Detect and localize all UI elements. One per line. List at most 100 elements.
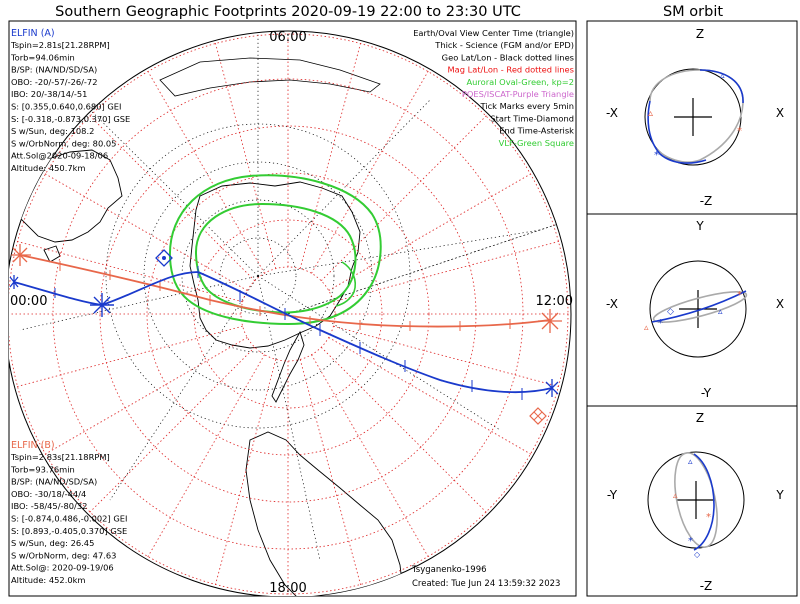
sm-panel-1-bottom-axis: -Z (700, 194, 713, 208)
sm-panel-3-b-triangle: ▵ (673, 491, 678, 501)
elfin-b-info-line: OBO: -30/18/-44/4 (11, 489, 86, 499)
sm-panel-2-b-end: * (737, 290, 742, 301)
sm-panel-1-right-axis: X (776, 106, 784, 120)
legend-item: Tick Marks every 5min (479, 101, 574, 111)
elfin-b-info-line: B/SP: (NA/ND/SD/SA) (11, 477, 97, 487)
sm-panel-2-orbit-b (652, 291, 748, 323)
elfin-a-end-asterisk (545, 379, 559, 397)
africa-coast (559, 139, 571, 241)
elfin-a-info: ELFIN (A) Tspin=2.81s[21.28RPM] Torb=94.0… (10, 28, 130, 173)
mag-grid-spoke (146, 354, 265, 560)
indian-ocean-land-coast (159, 57, 381, 97)
mag-grid-spoke (311, 354, 430, 560)
mag-grid-spoke (42, 337, 248, 456)
sm-panel-2-a-start: * (658, 318, 663, 329)
mag-grid-spoke (299, 40, 362, 269)
sm-panel-3: Z -Z -Y Y ▵ * ◇ ▵ * (586, 405, 798, 597)
sm-panel-3-right-axis: Y (775, 488, 784, 502)
mag-grid-spoke (328, 172, 534, 291)
sm-panel-1-a-end: * (654, 150, 659, 161)
sm-panel-3-orbit-a (693, 453, 715, 551)
elfin-b-info-line: IBO: -58/45/-80/32 (11, 501, 87, 511)
sm-panel-3-orbit-b (674, 452, 718, 548)
legend-item: Auroral Oval-Green, kp=2 (466, 77, 574, 87)
elfin-b-info-line: Torb=93.76min (10, 464, 75, 474)
antarctic-peninsula-coast (271, 330, 305, 403)
sm-panel-2: Y -Y -X X * ◇ ▵ ▵ * (586, 213, 798, 407)
mag-grid-spoke (87, 346, 256, 515)
elfin-b-info-line: Att.Sol@: 2020-09-19/06 (11, 563, 114, 573)
elfin-b-name: ELFIN (B) (11, 440, 55, 451)
map-panel: 06:00 00:00 12:00 18:00 ELFIN (A) Tspin=… (9, 28, 574, 596)
legend-item: VLF-Green Square (499, 138, 574, 148)
sm-panel-2-bottom-axis: -Y (701, 386, 712, 400)
elfin-b-footprint (9, 244, 562, 425)
mag-grid-spoke (214, 359, 277, 588)
model-label: Tsyganenko-1996 (411, 565, 487, 575)
sm-panel-1-left-axis: -X (606, 106, 618, 120)
legend: Earth/Oval View Center Time (triangle) Th… (413, 28, 574, 148)
elfin-a-info-line: S w/OrbNorm, deg: 80.05 (11, 138, 116, 148)
auroral-oval-pole (335, 261, 357, 307)
sm-panel-2-right-axis: X (776, 297, 784, 311)
time-label-left: 00:00 (10, 294, 47, 309)
elfin-b-info-line: S w/OrbNorm, deg: 47.63 (11, 550, 116, 560)
elfin-a-info-line: Torb=94.06min (10, 52, 75, 62)
elfin-b-start-asterisk (9, 244, 31, 266)
time-label-bottom: 18:00 (269, 581, 306, 596)
legend-item: End Time-Asterisk (499, 126, 574, 136)
sm-panel-3-bottom-axis: -Z (700, 579, 713, 593)
sm-title: SM orbit (663, 4, 723, 20)
sm-panel-2-top-axis: Y (695, 219, 704, 233)
sm-panel-1-top-axis: Z (696, 27, 704, 41)
mag-grid-spoke (320, 113, 489, 282)
elfin-b-info-line: Altitude: 452.0km (11, 575, 86, 585)
mag-grid-spoke (333, 325, 562, 388)
elfin-a-info-line: B/SP: (NA/ND/SD/SA) (11, 65, 97, 75)
auroral-oval-outer (168, 174, 382, 326)
mag-grid-spoke (311, 68, 430, 274)
elfin-b-end-asterisk (538, 309, 562, 333)
sm-panel-3-left-axis: -Y (607, 488, 618, 502)
elfin-a-info-line: Altitude: 450.7km (11, 163, 86, 173)
figure-title: Southern Geographic Footprints 2020-09-1… (55, 4, 521, 20)
elfin-b-info-line: Tspin=2.83s[21.18RPM] (10, 452, 110, 462)
mag-grid-spoke (214, 40, 277, 269)
mag-grid-spoke (14, 240, 243, 303)
sun-direction-line (287, 217, 571, 315)
legend-item: Mag Lat/Lon - Red dotted lines (447, 65, 574, 75)
legend-item: Earth/Oval View Center Time (triangle) (413, 28, 574, 38)
sm-panel-1-orbit-a (647, 69, 744, 164)
time-label-right: 12:00 (536, 294, 573, 309)
elfin-a-view-diamond (155, 249, 173, 267)
legend-item: POES/ISCAT-Purple Triangle (462, 89, 574, 99)
sm-panel-1-b-marker: ▵ (648, 108, 653, 119)
elfin-b-ticks (59, 261, 511, 331)
mag-grid (9, 31, 571, 596)
elfin-a-info-line: OBO: -20/-57/-26/-72 (11, 77, 98, 87)
time-label-top: 06:00 (269, 30, 306, 45)
legend-item: Thick - Science (FGM and/or EPD) (434, 40, 574, 50)
created-label: Created: Tue Jun 24 13:59:32 2023 (412, 579, 560, 589)
elfin-a-left-asterisk (9, 275, 19, 289)
elfin-a-start-asterisk (90, 293, 114, 317)
elfin-a-ticks (54, 266, 523, 400)
elfin-b-track (19, 254, 551, 328)
land-masses (9, 57, 571, 596)
sm-panel-3-a-triangle: ▵ (688, 457, 693, 467)
sm-panel-2-a-triangle: ▵ (718, 307, 723, 317)
legend-item: Geo Lat/Lon - Black dotted lines (442, 52, 574, 62)
elfin-a-info-line: IBO: 20/-38/14/-51 (11, 89, 87, 99)
sm-panel-1: Z -Z -X X ▵ * ▵ * (586, 20, 798, 215)
elfin-a-info-line: S w/Sun, deg: 108.2 (11, 126, 94, 136)
sm-panel-3-b-end: * (706, 512, 711, 523)
elfin-a-info-line: Tspin=2.81s[21.28RPM] (10, 40, 110, 50)
elfin-b-view-diamond (529, 407, 547, 425)
mag-grid-spoke (333, 240, 562, 303)
mag-grid-spoke (320, 346, 489, 515)
mag-grid-spoke (14, 325, 243, 388)
mag-grid-spoke (299, 359, 362, 588)
sm-panel-3-a-diamond: ◇ (694, 550, 701, 559)
sm-panel-3-a-end: * (688, 536, 693, 547)
